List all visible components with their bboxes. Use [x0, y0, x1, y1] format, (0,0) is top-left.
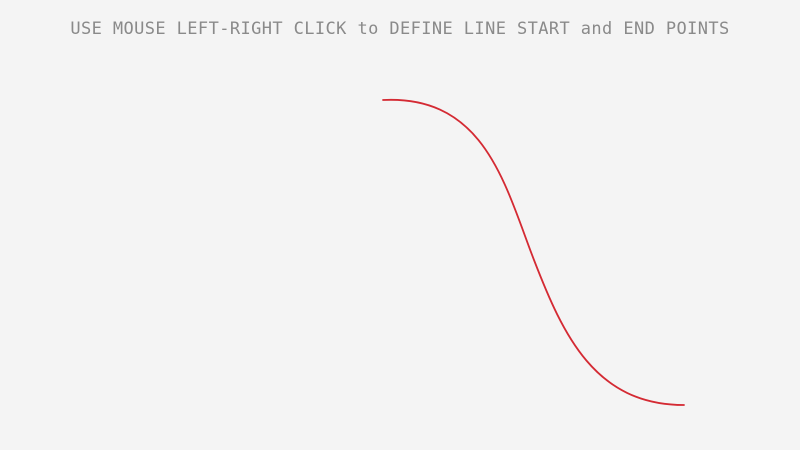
bezier-curve	[382, 99, 685, 406]
instruction-text: USE MOUSE LEFT-RIGHT CLICK to DEFINE LIN…	[70, 19, 730, 39]
